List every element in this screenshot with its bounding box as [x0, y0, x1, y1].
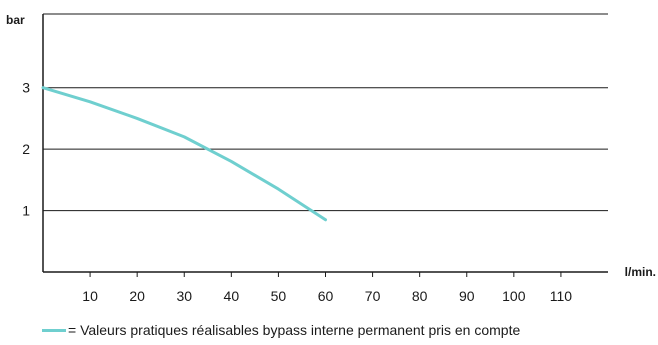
y-axis-label: bar: [6, 13, 25, 27]
x-tick-label-70: 70: [365, 288, 381, 304]
x-tick-label-10: 10: [82, 288, 98, 304]
x-axis-label: l/min.: [625, 265, 656, 279]
x-tick-label-80: 80: [412, 288, 428, 304]
legend-label: = Valeurs pratiques réalisables bypass i…: [68, 322, 521, 338]
series-line-0: [41, 86, 327, 222]
x-tick-label-100: 100: [502, 288, 526, 304]
y-tick-label-1: 1: [22, 203, 30, 219]
x-tick-label-20: 20: [129, 288, 145, 304]
legend-swatch: [42, 328, 66, 332]
x-tick-label-90: 90: [459, 288, 475, 304]
x-tick-label-60: 60: [318, 288, 334, 304]
x-tick-label-40: 40: [224, 288, 240, 304]
x-tick-label-30: 30: [176, 288, 192, 304]
x-tick-label-110: 110: [550, 288, 573, 304]
y-tick-label-2: 2: [22, 141, 30, 157]
y-tick-label-3: 3: [22, 80, 30, 96]
x-tick-label-50: 50: [271, 288, 287, 304]
legend: = Valeurs pratiques réalisables bypass i…: [42, 322, 520, 338]
